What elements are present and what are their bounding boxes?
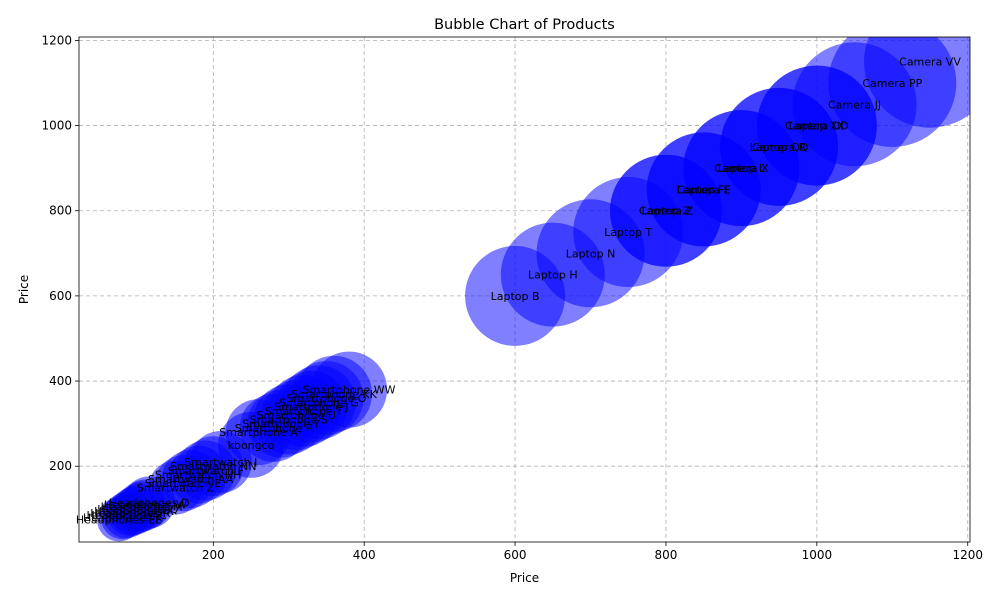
y-tick-label: 200 <box>49 459 72 473</box>
bubble-label: Laptop L <box>718 162 766 175</box>
bubble <box>864 37 970 128</box>
bubble-label: Headphones M <box>101 501 183 514</box>
bubble-label: Laptop QQ <box>750 141 809 154</box>
bubble-label: Camera E <box>677 183 731 196</box>
x-tick-label: 1200 <box>952 548 983 562</box>
bubble-label: Camera X <box>714 162 769 175</box>
bubble-label: Smartwatch HH <box>155 469 241 482</box>
bubble-label: Camera Z <box>639 205 694 218</box>
bubble-label: Smartwatch AA <box>148 473 234 486</box>
bubble-label: Camera JJ <box>828 98 881 111</box>
x-tick-label: 800 <box>655 548 678 562</box>
bubble-label: Camera PP <box>862 77 922 90</box>
y-tick-label: 1200 <box>41 33 72 47</box>
bubble-label: Smartphone Y <box>242 418 320 431</box>
axes: 200 400 600 800 1000 1200 200 400 600 800 1000 1200 <box>41 33 983 562</box>
bubble-label: kbongco <box>228 439 275 452</box>
y-tick-label: 400 <box>49 374 72 388</box>
bubble-label: Smartphone O <box>287 392 367 405</box>
bubble-label: Smartphone P <box>235 422 313 435</box>
bubble-label: Laptop FF <box>677 183 731 196</box>
bubble-label: Headphones EE <box>76 513 162 526</box>
bubble-label: Laptop H <box>528 269 578 282</box>
bubble-label: Smartphone A <box>219 426 298 439</box>
bubble-label: Headphones X <box>94 505 174 518</box>
bubble-label: Smartwatch I <box>184 456 257 469</box>
plot-frame <box>78 36 971 543</box>
bubble-label: Headphones C <box>86 509 166 522</box>
bubble-label: Headphones W <box>104 499 187 512</box>
y-tick-label: 800 <box>49 204 72 218</box>
bubble-label: Smartwatch Z <box>137 481 215 494</box>
bubble-label: Smartphone J <box>274 401 348 414</box>
bubble-label: Smartphone T <box>265 405 343 418</box>
bubble-label: Smartphone KK <box>291 388 377 401</box>
x-tick-label: 1000 <box>802 548 833 562</box>
bubble-label: Smartphone G <box>279 396 359 409</box>
bubble-label: Smartphone WW <box>303 384 396 397</box>
bubble <box>311 351 388 428</box>
bubble-label: Smartphone U <box>257 409 336 422</box>
bubble-label: Laptop B <box>491 290 540 303</box>
bubble-layer <box>96 37 970 542</box>
bubble-label: Smartwatch NN <box>170 460 256 473</box>
bubble-label: Laptop T <box>604 226 652 239</box>
y-axis-label: Price <box>17 275 31 304</box>
bubble-label: Smartphone S <box>250 413 328 426</box>
bubble-label: Camera DD <box>785 120 849 133</box>
bubble-label: Headphones K <box>83 511 163 524</box>
x-axis-label: Price <box>510 571 539 585</box>
bubble-label: Headphones Q <box>97 503 178 516</box>
bubble-label: Laptop XX <box>789 120 846 133</box>
bubble-label: Camera VV <box>899 56 961 69</box>
x-tick-label: 200 <box>202 548 225 562</box>
y-tick-label: 1000 <box>41 119 72 133</box>
x-tick-label: 600 <box>504 548 527 562</box>
bubble-label: Smartwatch F <box>168 464 244 477</box>
chart-title: Bubble Chart of Products <box>434 17 615 33</box>
y-tick-label: 600 <box>49 289 72 303</box>
bubble-label: Headphones D <box>109 496 190 509</box>
bubble-label: Laptop Z <box>641 205 690 218</box>
bubble-label: Camera R <box>752 141 807 154</box>
bubble-label: Laptop N <box>566 247 616 260</box>
bubble-label: Smartwatch E <box>145 477 222 490</box>
bubble-label: Headphones R <box>90 507 170 520</box>
x-tick-label: 400 <box>353 548 376 562</box>
